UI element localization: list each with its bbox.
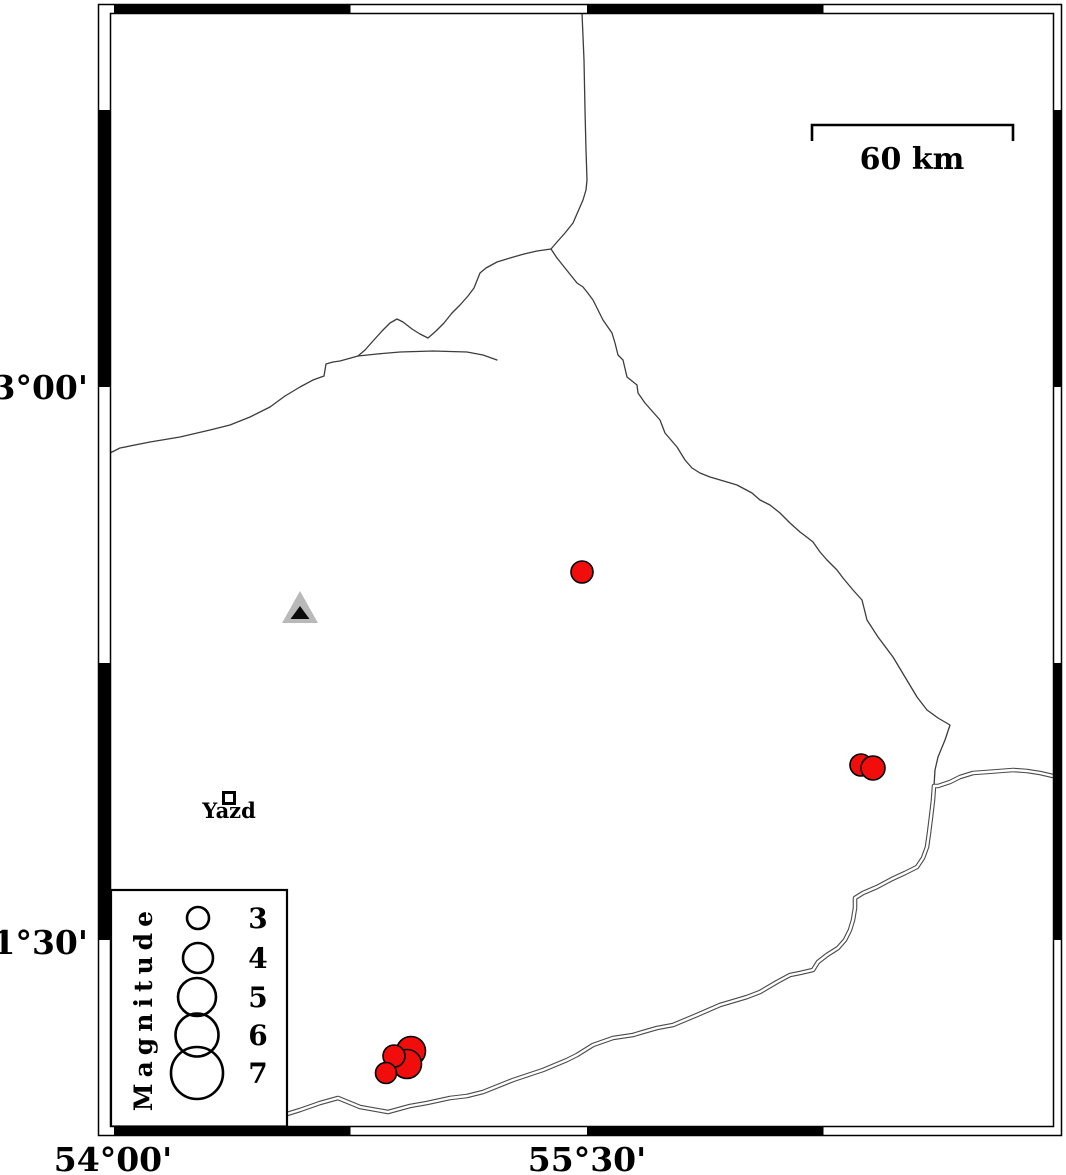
axis-label-lon-54: 54°00': [54, 1140, 172, 1175]
city-label: Yazd: [201, 798, 256, 823]
legend-circle-m6: [174, 1012, 220, 1058]
frame-band-top: [98, 4, 1062, 14]
station-triangle-inner: [290, 606, 310, 619]
boundary-lines: [109, 12, 1056, 1117]
station-marker: [282, 591, 318, 623]
boundary-stub: [357, 350, 498, 361]
frame-seg: [114, 4, 351, 14]
frame-outer: [97, 3, 1063, 1137]
legend-value-m4: 4: [248, 942, 267, 975]
legend-circle-m3: [185, 905, 211, 931]
legend-circle-m4: [181, 941, 215, 975]
frame-seg: [98, 663, 111, 940]
boundary-south-double-gap: [285, 768, 1055, 1116]
axis-annotations: 33°00' 31°30' 54°00' 55°30': [0, 368, 646, 1175]
scale-bar-label: 60 km: [860, 142, 965, 177]
earthquake-marker: [860, 755, 886, 781]
frame-seg: [114, 1126, 351, 1136]
frame-seg: [1053, 110, 1062, 387]
city-marker-yazd: Yazd: [201, 791, 256, 823]
legend-circle-m7: [169, 1045, 225, 1101]
legend-value-m6: 6: [248, 1019, 267, 1052]
legend-value-m7: 7: [248, 1057, 267, 1090]
boundary-west: [109, 248, 552, 454]
axis-label-lat-3130: 31°30': [0, 923, 88, 962]
map-frame: [97, 3, 1063, 1137]
earthquake-markers: [374, 560, 886, 1085]
frame-seg: [1053, 663, 1062, 940]
axis-label-lon-5530: 55°30': [528, 1140, 646, 1175]
frame-seg: [587, 1126, 824, 1136]
boundary-north: [550, 12, 588, 250]
frame-inner: [109, 12, 1055, 1128]
city-square-icon: [222, 791, 236, 805]
frame-seg: [587, 4, 824, 14]
scale-bar-bracket: [810, 123, 1015, 141]
scale-bar: 60 km: [810, 123, 1015, 177]
earthquake-marker: [374, 1061, 398, 1085]
frame-seg: [98, 110, 111, 387]
frame-band-bottom: [98, 1126, 1062, 1136]
earthquake-marker: [570, 560, 594, 584]
legend-circle-m5: [176, 976, 218, 1018]
magnitude-legend: Magnitude 3 4 5 6 7: [109, 888, 289, 1128]
legend-title: Magnitude: [129, 905, 158, 1111]
frame-band-right: [1053, 4, 1062, 1136]
axis-label-lat-33: 33°00': [0, 368, 88, 407]
legend-value-m3: 3: [248, 902, 267, 935]
boundary-east: [550, 248, 951, 787]
legend-value-m5: 5: [248, 981, 267, 1014]
